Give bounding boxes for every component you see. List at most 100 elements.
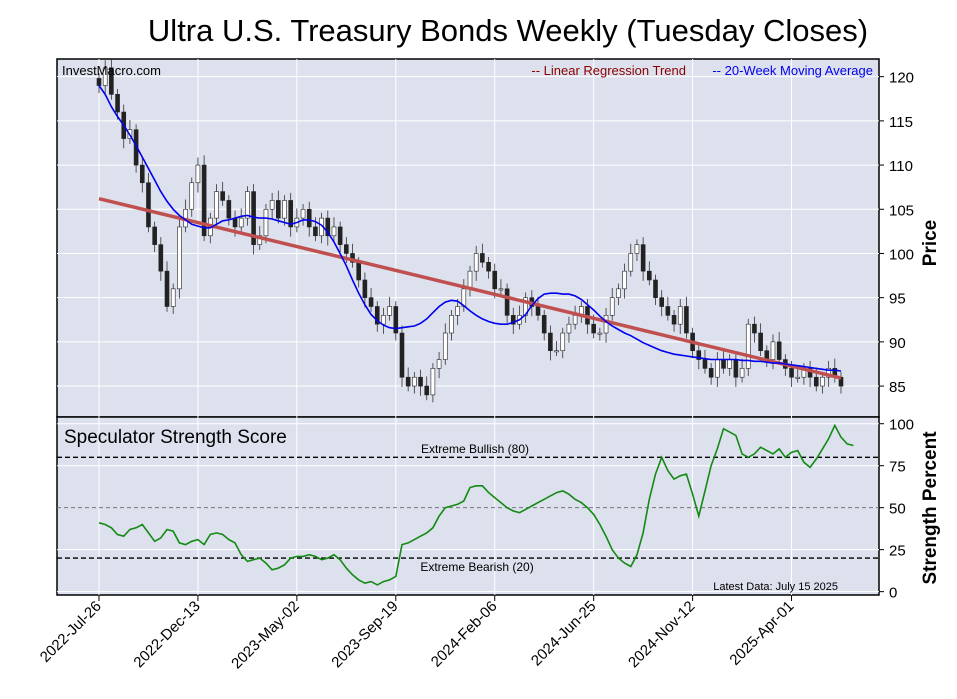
candle-body [436,359,442,369]
candle-body [195,164,201,184]
candle-body [554,350,559,353]
candle-body [548,332,553,352]
candle-body [770,341,776,360]
price-panel [56,58,880,418]
candle-body [405,376,411,387]
score-tick-label: 50 [889,501,906,518]
x-tick-label: 2025-Apr-01 [726,598,797,669]
x-tick-label: 2022-Jul-26 [37,598,105,666]
candle-body [591,323,596,334]
x-tick-label: 2024-Feb-06 [428,598,501,671]
candle-body [387,306,392,316]
candle-body [102,67,108,86]
candle-body [306,208,312,228]
candle-body [399,332,405,378]
strength-score-line [98,423,854,586]
candle-body [628,253,634,272]
score-layer [57,423,879,586]
x-tick-label: 2023-Sep-19 [328,598,401,671]
watermark: InvestMacro.com [62,63,161,78]
candle-body [442,332,448,360]
candle-body [820,376,825,387]
candle-body [758,332,763,352]
score-tick-label: 75 [889,459,906,476]
candle-body [665,306,671,316]
candle-body [572,315,578,325]
score-tick-label: 0 [889,585,897,602]
candle-body [541,315,547,334]
price-tick-label: 85 [889,379,906,396]
candle-body [647,270,652,281]
regression-trend-line [98,196,842,380]
candle-body [238,217,244,228]
candle-body [374,306,380,325]
chart-title: Ultra U.S. Treasury Bonds Weekly (Tuesda… [148,13,868,48]
candle-body [393,306,399,334]
candle-body [640,244,646,272]
candle-body [498,288,504,291]
candle-body [96,78,102,86]
candle-body [789,368,794,378]
candle-body [337,226,343,245]
price-tick-label: 100 [889,246,914,263]
candle-body [560,332,566,352]
legend-ma: -- 20-Week Moving Average [712,63,873,78]
x-tick-label: 2023-May-02 [228,598,303,673]
candle-body [288,200,293,228]
candle-body [455,306,460,316]
score-tick-label: 100 [889,417,914,434]
candle-body [418,376,423,387]
x-tick-label: 2024-Jun-25 [528,598,600,670]
candle-body [480,253,485,263]
candle-body [653,279,658,298]
price-tick-label: 90 [889,335,906,352]
x-tick-label: 2022-Dec-13 [130,598,203,671]
candle-body [449,315,454,334]
candle-body [486,262,491,272]
candle-body [164,270,170,307]
candle-body [368,297,374,307]
candle-body [715,359,720,378]
candle-body [331,226,337,237]
candle-body [313,226,318,237]
latest-data-label: Latest Data: July 15 2025 [713,581,838,593]
candle-body [677,306,683,325]
candle-body [752,323,757,334]
candle-body [362,279,368,298]
candle-body [300,208,306,219]
candle-body [152,226,157,245]
price-tick-label: 105 [889,202,914,219]
candle-body [276,200,281,219]
candle-body [170,288,176,307]
candle-body [826,368,831,378]
price-tick-labels: 120 115 110 105 100 95 90 85 [879,70,914,396]
candle-body [424,385,430,396]
candle-body [721,359,726,369]
candle-body [776,341,782,360]
candle-body [232,217,238,228]
candle-body [467,270,473,290]
candle-body [813,376,819,387]
candle-body [139,164,145,184]
candle-body [739,368,745,378]
candle-body [535,306,541,316]
moving-average-line [98,85,842,372]
candle-body [616,288,621,298]
candle-body [745,323,751,369]
candle-body [226,200,232,219]
price-tick-label: 120 [889,70,914,87]
candle-body [727,359,733,369]
score-panel [56,416,880,596]
candle-body [177,226,182,290]
score-panel-title: Speculator Strength Score [64,427,287,448]
candle-body [795,376,801,379]
candle-body [622,270,627,290]
candle-body [671,315,677,325]
candle-body [684,306,689,334]
candle-body [510,315,516,325]
candle-body [412,376,417,387]
grid-layer [57,59,879,595]
candle-body [659,297,664,307]
candle-body [189,182,195,210]
